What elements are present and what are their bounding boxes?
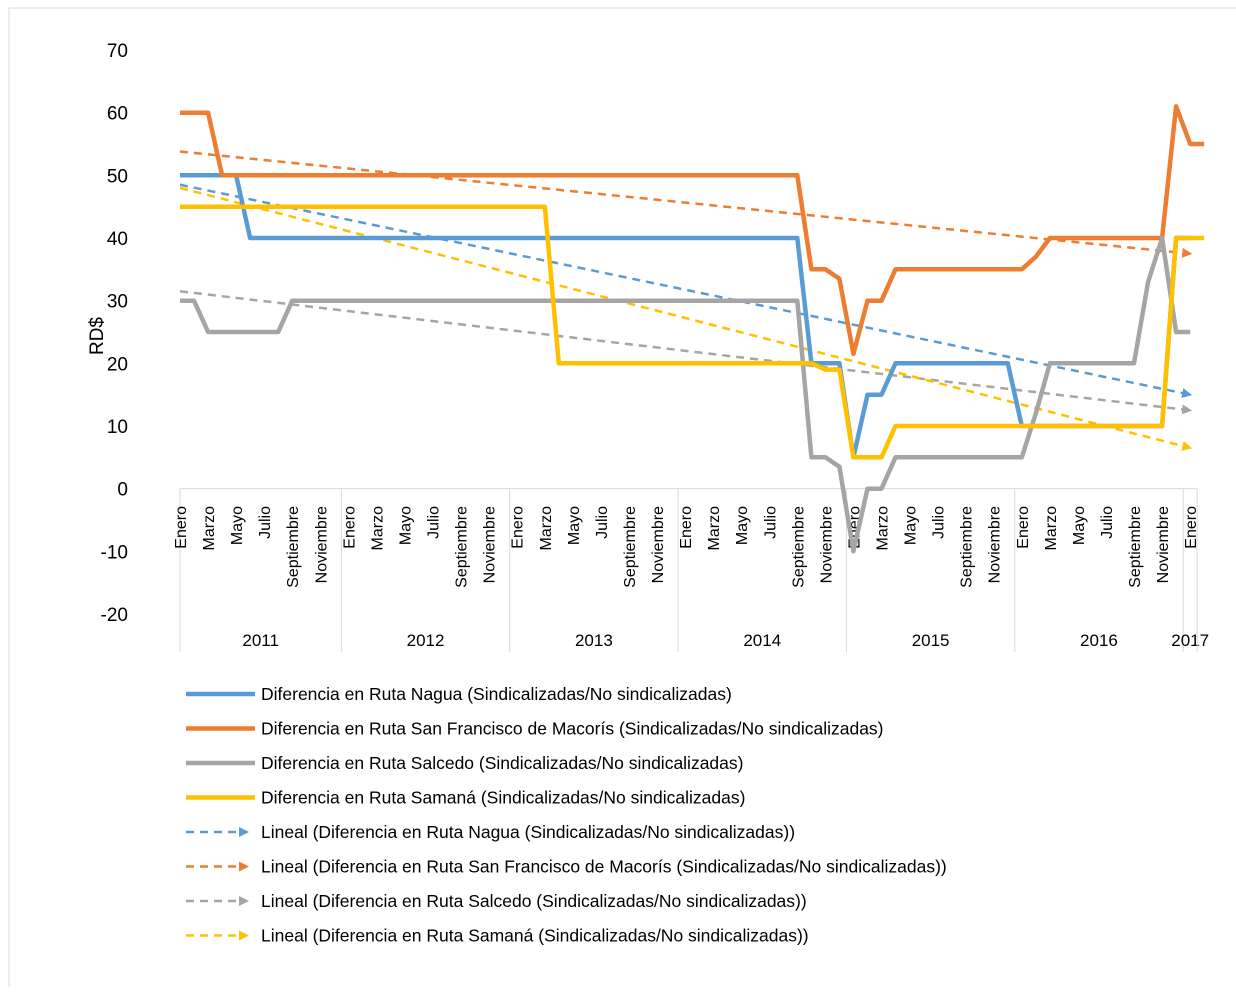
y-tick-label: 70: [107, 41, 128, 62]
month-tick-label: Noviembre: [987, 506, 1004, 583]
trend-line: [179, 186, 1193, 451]
month-tick-label: Julio: [257, 506, 274, 539]
legend-item: Diferencia en Ruta San Francisco de Maco…: [186, 719, 884, 739]
month-tick-label: Mayo: [397, 506, 414, 545]
month-tick-label: Septiembre: [454, 506, 471, 588]
legend-item: Diferencia en Ruta Samaná (Sindicalizada…: [186, 788, 745, 808]
trend-line: [179, 150, 1193, 258]
month-tick-label: Enero: [510, 506, 527, 549]
y-tick-label: 40: [107, 229, 128, 250]
month-tick-label: Mayo: [734, 506, 751, 545]
legend-item: Lineal (Diferencia en Ruta Nagua (Sindic…: [186, 822, 795, 842]
month-tick-label: Noviembre: [1155, 506, 1172, 583]
y-axis-ticks: -20 -10 0 10 20 30 40 50 60 70: [101, 41, 128, 626]
month-tick-label: Noviembre: [313, 506, 330, 583]
month-tick-label: Mayo: [903, 506, 920, 545]
trend-line: [179, 290, 1193, 415]
month-tick-label: Noviembre: [482, 506, 499, 583]
y-tick-label: 30: [107, 292, 128, 313]
month-tick-label: Enero: [341, 506, 358, 549]
y-tick-label: -10: [101, 542, 128, 563]
month-tick-label: Julio: [594, 506, 611, 539]
month-tick-label: Julio: [931, 506, 948, 539]
legend-label: Diferencia en Ruta Samaná (Sindicalizada…: [261, 788, 745, 808]
y-tick-label: 60: [107, 104, 128, 125]
series-line: [180, 204, 1205, 460]
legend-label: Lineal (Diferencia en Ruta San Francisco…: [261, 857, 947, 877]
month-tick-label: Enero: [173, 506, 190, 549]
trend-line: [179, 183, 1193, 398]
year-label: 2017: [1171, 631, 1209, 650]
month-tick-label: Marzo: [1043, 506, 1060, 551]
legend-label: Lineal (Diferencia en Ruta Samaná (Sindi…: [261, 926, 809, 946]
x-axis: 2011 2012 2013 2014 2015 2016 2017 Enero Marzo Ma…: [173, 488, 1209, 652]
y-axis-title: RD$: [87, 317, 108, 355]
legend-label: Diferencia en Ruta San Francisco de Maco…: [261, 719, 884, 739]
month-tick-label: Enero: [1183, 506, 1200, 549]
series-line: [180, 235, 1191, 554]
year-label: 2011: [242, 631, 279, 650]
series-line: [180, 104, 1205, 357]
legend-item: Lineal (Diferencia en Ruta San Francisco…: [186, 857, 947, 877]
month-tick-label: Marzo: [538, 506, 555, 551]
month-tick-label: Julio: [426, 506, 443, 539]
month-tick-label: Mayo: [229, 506, 246, 545]
y-tick-label: -20: [101, 605, 128, 626]
year-label: 2016: [1080, 631, 1118, 650]
month-tick-label: Marzo: [369, 506, 386, 551]
legend-item: Lineal (Diferencia en Ruta Samaná (Sindi…: [186, 926, 809, 946]
legend-label: Diferencia en Ruta Nagua (Sindicalizadas…: [261, 684, 732, 704]
legend-label: Lineal (Diferencia en Ruta Nagua (Sindic…: [261, 822, 795, 842]
legend: Diferencia en Ruta Nagua (Sindicalizadas…: [186, 684, 947, 946]
month-tick-label: Septiembre: [1127, 506, 1144, 588]
month-tick-label: Marzo: [706, 506, 723, 551]
legend-item: Diferencia en Ruta Salcedo (Sindicalizad…: [186, 753, 743, 773]
month-tick-label: Septiembre: [959, 506, 976, 588]
y-tick-label: 20: [107, 354, 128, 375]
month-tick-label: Marzo: [201, 506, 218, 551]
year-label: 2015: [912, 631, 950, 650]
year-label: 2014: [743, 631, 781, 650]
y-tick-label: 50: [107, 166, 128, 187]
year-label: 2012: [407, 631, 445, 650]
month-tick-label: Marzo: [875, 506, 892, 551]
month-tick-label: Enero: [678, 506, 695, 549]
year-label: 2013: [575, 631, 613, 650]
month-tick-label: Mayo: [1071, 506, 1088, 545]
legend-label: Lineal (Diferencia en Ruta Salcedo (Sind…: [261, 891, 807, 911]
y-tick-label: 0: [117, 480, 128, 501]
trend-lines: [179, 150, 1193, 451]
y-tick-label: 10: [107, 417, 128, 438]
month-tick-label: Julio: [762, 506, 779, 539]
month-tick-label: Septiembre: [622, 506, 639, 588]
month-tick-label: Noviembre: [818, 506, 835, 583]
legend-label: Diferencia en Ruta Salcedo (Sindicalizad…: [261, 753, 743, 773]
month-tick-label: Noviembre: [650, 506, 667, 583]
series-lines: [180, 104, 1205, 554]
legend-item: Lineal (Diferencia en Ruta Salcedo (Sind…: [186, 891, 807, 911]
month-tick-label: Julio: [1099, 506, 1116, 539]
month-tick-label: Septiembre: [790, 506, 807, 588]
legend-item: Diferencia en Ruta Nagua (Sindicalizadas…: [186, 684, 732, 704]
month-tick-label: Septiembre: [285, 506, 302, 588]
month-tick-label: Enero: [1015, 506, 1032, 549]
series-line: [180, 173, 1191, 460]
month-tick-label: Mayo: [566, 506, 583, 545]
